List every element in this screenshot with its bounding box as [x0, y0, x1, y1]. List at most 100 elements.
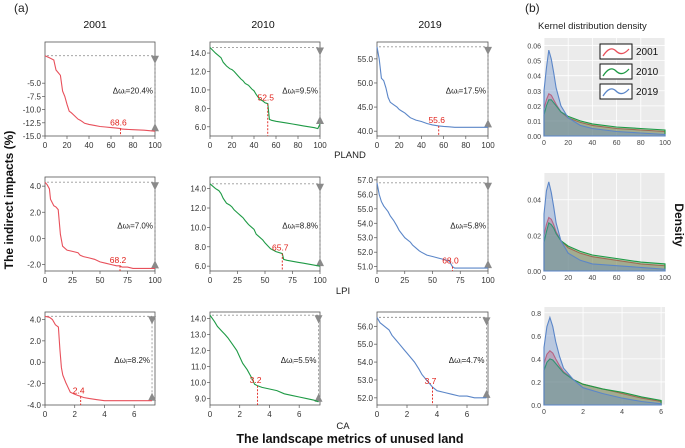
threshold-label: 68.2 — [110, 255, 127, 265]
legend-swatch-2010 — [602, 68, 630, 77]
legend-swatch-2019 — [602, 88, 630, 97]
density-area-2001 — [543, 216, 666, 272]
x-tick-label: 60 — [613, 140, 621, 147]
threshold-label: 55.6 — [428, 115, 445, 125]
y-tick-label: 51.0 — [357, 263, 373, 272]
y-tick-label: 0.0 — [30, 234, 42, 243]
line-panel-pland-2010: 6.0 8.0 10.0 12.0 14.0 0 20 40 60 80 100 52.5 Δωᵢ=9.… — [190, 41, 327, 150]
y-tick-label: 0.02 — [527, 104, 541, 111]
x-tick-label: 0 — [208, 410, 213, 419]
y-tick-label: -2.0 — [27, 380, 41, 389]
x-tick-label: 50 — [428, 276, 437, 285]
x-tick-label: 60 — [613, 275, 621, 282]
density-area-2019 — [543, 49, 666, 137]
delta-label: Δωᵢ=5.8% — [450, 222, 486, 231]
x-tick-label: 0 — [542, 140, 546, 147]
density-area-2010 — [543, 221, 666, 272]
x-tick-label: 40 — [85, 141, 94, 150]
x-tick-label: 6 — [297, 410, 302, 419]
delta-label: Δωᵢ=9.5% — [282, 87, 318, 96]
y-tick-label: 4.0 — [30, 315, 42, 324]
y-tick-label: 2.0 — [30, 208, 42, 217]
y-tick-label: 14.0 — [190, 49, 206, 58]
y-tick-label: 0.04 — [527, 74, 541, 81]
x-tick-label: 80 — [637, 275, 645, 282]
series-line-2019 — [376, 182, 488, 269]
y-tick-label: 52.0 — [357, 394, 373, 403]
x-tick-label: 100 — [481, 276, 495, 285]
x-tick-label: 0 — [43, 276, 48, 285]
x-tick-label: 0 — [375, 410, 380, 419]
delta-label: Δωᵢ=8.2% — [114, 356, 150, 365]
y-tick-label: 0.4 — [531, 357, 541, 364]
x-tick-label: 100 — [313, 276, 327, 285]
y-tick-label: 45.0 — [357, 103, 373, 112]
x-axis-title: The landscape metrics of unused land — [236, 432, 463, 446]
y-tick-label: 6.0 — [195, 262, 207, 271]
x-tick-label: 0 — [542, 275, 546, 282]
y-tick-label: 0.03 — [527, 89, 541, 96]
x-tick-label: 0 — [208, 141, 213, 150]
plot-frame — [209, 311, 321, 406]
row-label-lpi: LPI — [336, 286, 350, 297]
delta-label: Δωᵢ=4.7% — [449, 356, 485, 365]
y-tick-label: 9.0 — [195, 395, 207, 404]
y-tick-label: 0.00 — [527, 134, 541, 141]
series-line-2019 — [376, 317, 487, 399]
panel-a-label: (a) — [14, 1, 29, 15]
arrow-head-top — [151, 55, 159, 64]
y-tick-label: 55.0 — [357, 340, 373, 349]
y-tick-label: -5.0 — [27, 79, 41, 88]
series-line-2001 — [44, 181, 155, 269]
density-background — [544, 307, 665, 405]
arrow-head-bottom — [151, 260, 159, 269]
y-tick-label: 0.04 — [527, 198, 541, 205]
x-tick-label: 6 — [659, 409, 663, 416]
y-tick-label: 0.06 — [527, 44, 541, 51]
x-tick-label: 20 — [228, 141, 237, 150]
x-tick-label: 25 — [233, 276, 242, 285]
line-panel-ca-2001: -4.0 -2.0 0.0 2.0 4.0 0 2 4 6 2.4 Δωᵢ=8.2% — [27, 311, 157, 419]
series-line-2010 — [209, 314, 319, 403]
y-tick-label: 53.0 — [357, 376, 373, 385]
arrow-head-bottom — [482, 389, 491, 398]
density-panel-density-lpi: 0.00 0.02 0.04 0 20 40 60 80 100 — [527, 173, 671, 282]
threshold-label: 68.0 — [442, 256, 459, 266]
x-tick-label: 25 — [400, 276, 409, 285]
x-tick-label: 20 — [564, 275, 572, 282]
arrow-head-top — [148, 316, 157, 325]
x-tick-label: 60 — [439, 141, 448, 150]
threshold-label: 3.2 — [250, 375, 262, 385]
x-tick-label: 100 — [659, 140, 671, 147]
y-tick-label: 56.0 — [357, 190, 373, 199]
y-tick-label: 55.0 — [357, 205, 373, 214]
x-tick-label: 2 — [405, 410, 410, 419]
y-tick-label: 0.00 — [527, 269, 541, 276]
density-panel-density-ca: 0.0 0.2 0.4 0.6 0.8 0 2 4 6 — [531, 307, 665, 416]
arrow-head-top — [314, 315, 323, 324]
y-tick-label: 12.0 — [190, 67, 206, 76]
delta-label: Δωᵢ=20.4% — [113, 87, 153, 96]
x-tick-label: 100 — [148, 276, 162, 285]
series-line-2001 — [44, 315, 152, 402]
threshold-label: 52.5 — [257, 93, 274, 103]
x-tick-label: 100 — [659, 275, 671, 282]
y-tick-label: 0.0 — [30, 358, 42, 367]
x-tick-label: 0 — [43, 141, 48, 150]
x-tick-label: 0 — [375, 276, 380, 285]
line-panel-ca-2010: 9.0 10.0 11.0 12.0 13.0 14.0 0 2 4 6 3.2 Δωᵢ=5.5% — [190, 311, 323, 419]
x-tick-label: 2 — [238, 410, 243, 419]
x-tick-label: 80 — [129, 141, 138, 150]
y-tick-label: 53.0 — [357, 234, 373, 243]
row-label-ca: CA — [336, 421, 350, 432]
y-tick-label: -12.5 — [23, 119, 42, 128]
x-tick-label: 0 — [542, 409, 546, 416]
y-tick-label: 54.0 — [357, 358, 373, 367]
x-tick-label: 2 — [73, 410, 78, 419]
y-tick-label: 10.0 — [190, 379, 206, 388]
x-tick-label: 60 — [272, 141, 281, 150]
density-title: Kernel distribution density — [538, 21, 647, 32]
x-tick-label: 4 — [267, 410, 272, 419]
panel-b-label: (b) — [525, 1, 540, 15]
